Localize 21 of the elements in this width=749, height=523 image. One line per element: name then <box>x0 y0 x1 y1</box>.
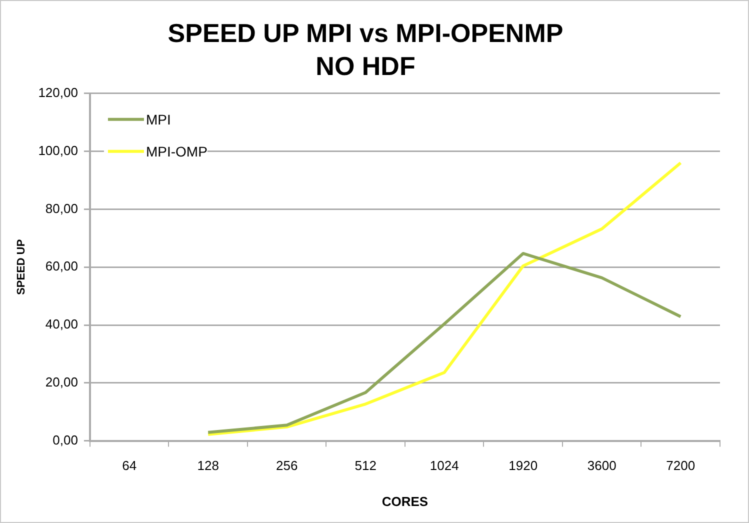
y-tick-label: 20,00 <box>45 374 78 390</box>
x-tick-label: 7200 <box>666 458 696 474</box>
x-axis-title: CORES <box>382 494 428 509</box>
y-tick-label: 100,00 <box>38 142 78 158</box>
y-tick-label: 0,00 <box>52 432 78 448</box>
y-axis-title: SPEED UP <box>16 239 28 295</box>
x-tick-label: 1024 <box>430 458 459 474</box>
legend-label: MPI <box>146 111 171 128</box>
x-tick-label: 64 <box>122 458 137 474</box>
y-tick-label: 60,00 <box>45 258 78 274</box>
x-tick-label: 3600 <box>587 458 616 474</box>
y-tick-label: 120,00 <box>38 84 78 100</box>
x-tick-label: 512 <box>354 458 376 474</box>
y-tick-label: 80,00 <box>45 200 78 216</box>
legend-label: MPI-OMP <box>146 143 208 160</box>
x-tick-label: 1920 <box>508 458 538 474</box>
y-tick-label: 40,00 <box>45 316 78 332</box>
chart-subtitle: NO HDF <box>316 50 416 81</box>
chart-title: SPEED UP MPI vs MPI-OPENMP <box>168 18 564 48</box>
x-tick-label: 256 <box>276 458 298 474</box>
x-tick-label: 128 <box>197 458 219 474</box>
